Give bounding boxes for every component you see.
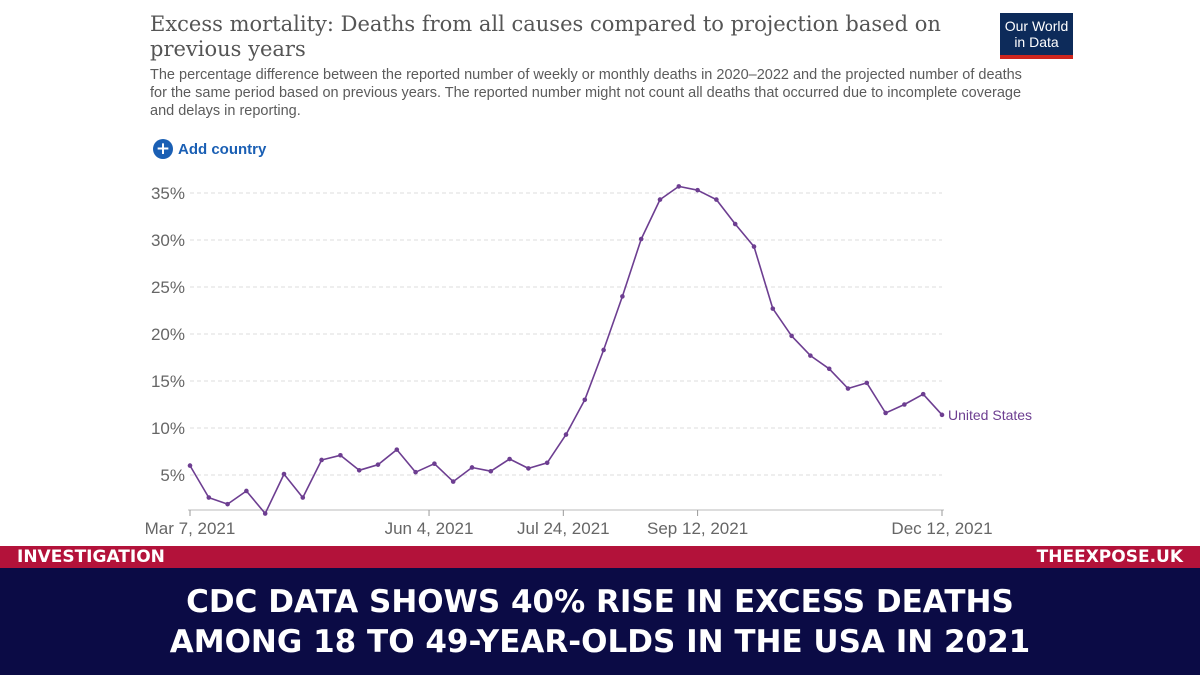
data-point xyxy=(770,306,776,311)
data-point xyxy=(826,366,832,372)
data-point xyxy=(507,456,512,462)
data-point xyxy=(375,462,381,467)
logo-line-2: in Data xyxy=(1014,34,1059,50)
owid-logo[interactable]: Our World in Data xyxy=(1000,13,1073,59)
data-point xyxy=(319,457,324,463)
data-point xyxy=(469,465,475,470)
x-tick-label: Dec 12, 2021 xyxy=(891,519,992,538)
data-point xyxy=(864,380,870,386)
x-tick-label: Jun 4, 2021 xyxy=(385,519,474,538)
headline-banner: CDC DATA SHOWS 40% RISE IN EXCESS DEATHS… xyxy=(0,568,1200,675)
data-point xyxy=(732,221,738,227)
logo-line-1: Our World xyxy=(1004,18,1069,34)
y-axis-ticks: 5% 10% 15% 20% 25% 30% 35% xyxy=(151,184,185,485)
data-point xyxy=(808,353,813,358)
data-point xyxy=(920,391,926,397)
data-point xyxy=(751,244,757,249)
data-point xyxy=(544,460,550,466)
data-point xyxy=(695,187,700,193)
data-point xyxy=(902,402,907,407)
x-axis-ticks: Mar 7, 2021 Jun 4, 2021 Jul 24, 2021 Sep 12… xyxy=(145,510,993,538)
data-point xyxy=(939,412,945,418)
headline-line-2: AMONG 18 TO 49-YEAR-OLDS IN THE USA IN 2… xyxy=(169,623,1031,660)
y-tick-label: 5% xyxy=(160,466,185,485)
data-point xyxy=(394,447,400,452)
plus-circle-icon: + xyxy=(153,139,173,159)
data-point xyxy=(582,397,588,403)
category-ribbon: INVESTIGATION THEEXPOSE.UK xyxy=(0,546,1200,568)
data-point xyxy=(225,501,230,507)
y-tick-label: 10% xyxy=(151,419,185,438)
site-name[interactable]: THEEXPOSE.UK xyxy=(1036,547,1183,567)
category-label[interactable]: INVESTIGATION xyxy=(17,547,165,567)
data-point xyxy=(281,471,287,477)
data-point xyxy=(563,432,569,437)
add-country-label: Add country xyxy=(178,140,267,158)
data-point xyxy=(789,333,794,339)
data-point xyxy=(413,469,418,475)
y-tick-label: 35% xyxy=(151,184,185,203)
data-point xyxy=(714,197,719,202)
data-point xyxy=(526,466,531,471)
data-point xyxy=(262,511,268,516)
data-point xyxy=(300,495,306,500)
data-point xyxy=(187,463,193,468)
add-country-button[interactable]: + Add country xyxy=(153,139,266,159)
series-layer: United States xyxy=(187,184,1032,516)
data-point xyxy=(638,236,644,242)
data-point xyxy=(883,410,888,416)
data-point xyxy=(488,468,494,474)
x-tick-label: Mar 7, 2021 xyxy=(145,519,236,538)
series-line xyxy=(189,185,943,515)
chart-title: Excess mortality: Deaths from all causes… xyxy=(150,12,941,61)
data-point xyxy=(450,479,456,484)
y-tick-label: 25% xyxy=(151,278,185,297)
x-tick-label: Jul 24, 2021 xyxy=(517,519,610,538)
y-tick-label: 15% xyxy=(151,372,185,391)
data-point xyxy=(244,488,249,494)
line-chart: 5% 10% 15% 20% 25% 30% 35% Mar 7, 2021 Jun 4, 2… xyxy=(145,184,1032,538)
data-point xyxy=(676,184,682,189)
x-tick-label: Sep 12, 2021 xyxy=(647,519,748,538)
data-point xyxy=(601,347,606,353)
data-point xyxy=(206,495,212,500)
data-point xyxy=(657,197,663,202)
y-tick-label: 20% xyxy=(151,325,185,344)
data-point xyxy=(338,452,343,458)
y-tick-label: 30% xyxy=(151,231,185,250)
headline-line-1: CDC DATA SHOWS 40% RISE IN EXCESS DEATHS xyxy=(186,583,1014,620)
data-point xyxy=(620,294,625,299)
series-label: United States xyxy=(948,407,1032,423)
data-point xyxy=(356,468,362,473)
chart-subtitle: The percentage difference between the re… xyxy=(150,67,1022,119)
data-point xyxy=(432,461,437,467)
data-point xyxy=(845,386,851,391)
grid-lines xyxy=(190,192,942,476)
